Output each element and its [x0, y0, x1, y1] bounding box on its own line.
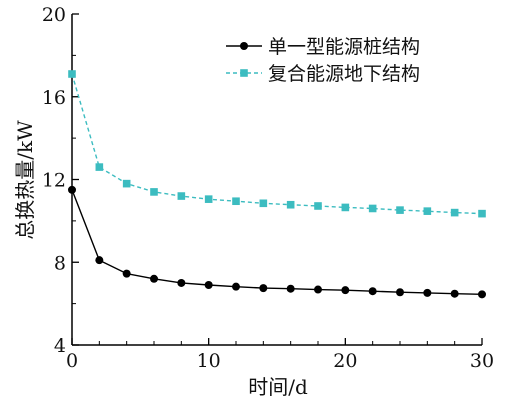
y-tick-label: 4 [54, 335, 66, 357]
series-1-point [204, 281, 213, 290]
x-tick-label: 10 [197, 350, 221, 372]
x-axis-title: 时间/d [248, 375, 308, 399]
series-2-point [423, 207, 432, 215]
legend-marker-2 [240, 69, 248, 77]
series-1-point [68, 185, 76, 194]
series-2-point [122, 179, 131, 188]
series-1-point [478, 290, 486, 299]
legend-marker-1 [240, 42, 248, 50]
x-tick-label: 30 [470, 350, 494, 372]
series-1-point [423, 288, 432, 297]
series-1-point [95, 256, 104, 265]
series-2-point [68, 70, 76, 78]
series-2-point [95, 163, 104, 171]
y-tick-label: 20 [42, 4, 66, 26]
series-1-point [286, 284, 295, 293]
series-2-point [177, 192, 186, 200]
series-2-point [450, 208, 459, 217]
series-2-point [368, 204, 377, 213]
series-1-point [368, 287, 377, 296]
series-1-point [232, 282, 240, 291]
x-tick-label: 20 [333, 350, 357, 372]
series-line-1 [71, 189, 483, 295]
legend-label-2: 复合能源地下结构 [268, 63, 420, 85]
series-1-point [314, 285, 322, 294]
series-2-point [259, 199, 268, 208]
x-tick-label: 0 [66, 350, 78, 372]
series-2-point [204, 195, 213, 203]
series-2-point [478, 209, 486, 218]
series-2-point [150, 188, 158, 196]
series-1-point [259, 284, 268, 293]
series-1-point [150, 274, 158, 283]
y-tick-label: 12 [42, 170, 66, 192]
series-2-point [314, 202, 322, 210]
series-line-2 [71, 73, 483, 215]
series-1-point [450, 289, 459, 298]
y-axis-title: 总换热量/kW [13, 120, 37, 240]
series-1-point [396, 288, 404, 297]
series-1-point [177, 278, 186, 287]
series-layer [68, 70, 486, 299]
y-tick-label: 16 [42, 87, 66, 109]
ticks: 0 10 20 30 4 8 12 16 20 [42, 4, 494, 372]
series-1-point [122, 269, 131, 278]
series-2-point [232, 197, 240, 206]
series-1-point [341, 286, 350, 295]
series-2-point [286, 200, 295, 209]
series-2-point [396, 206, 404, 214]
y-tick-label: 8 [54, 252, 66, 274]
legend-label-1: 单一型能源桩结构 [268, 36, 420, 58]
series-2-point [341, 203, 350, 212]
